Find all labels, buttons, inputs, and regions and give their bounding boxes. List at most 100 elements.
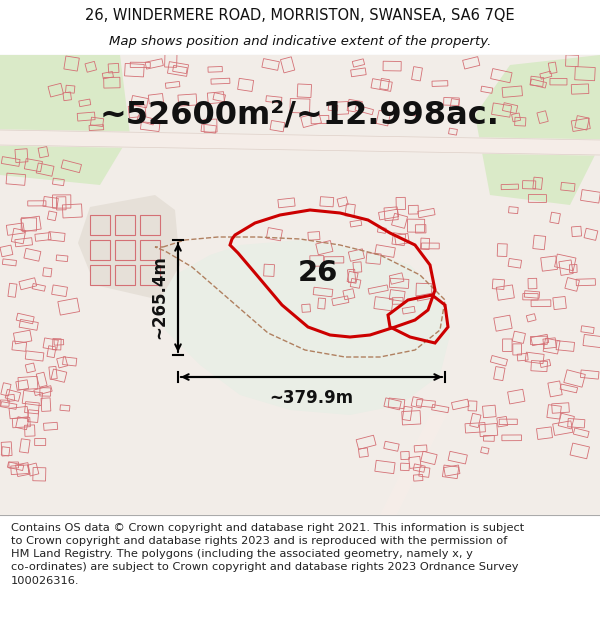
Bar [21,216,41,232]
Bar [1,447,10,456]
Bar [371,79,392,91]
Bar [9,406,28,419]
Bar [581,189,600,203]
Bar [491,103,512,118]
Bar [56,357,68,368]
Bar [47,346,56,358]
Bar [9,462,19,468]
Bar [320,197,334,207]
Bar [484,436,494,441]
Bar [62,204,82,218]
Bar [583,334,600,348]
Bar [25,402,39,414]
Text: Map shows position and indicative extent of the property.: Map shows position and indicative extent… [109,35,491,48]
Bar [548,381,562,397]
Bar [400,463,409,471]
Bar [565,278,580,291]
Bar [418,208,435,217]
Bar [310,256,324,266]
Bar [497,416,508,427]
Bar [43,196,58,208]
Bar [350,279,361,288]
Bar [297,84,311,98]
Bar [517,353,528,361]
Bar [49,366,57,379]
Polygon shape [78,195,180,300]
Bar [515,118,526,126]
Bar [358,448,368,458]
Bar [1,382,11,396]
Bar [432,81,448,86]
Bar [465,422,485,433]
Bar [345,204,355,217]
Bar [481,86,493,93]
Bar [389,289,405,301]
Bar [482,405,496,418]
Bar [11,465,29,474]
Bar [16,417,29,430]
Bar [89,124,104,131]
Bar [375,461,395,474]
Bar [560,384,578,393]
Bar [384,441,399,451]
Bar [392,232,406,246]
Bar [503,339,512,351]
Bar [28,410,39,422]
Bar [56,255,68,262]
Bar [528,278,537,289]
Bar [32,284,46,291]
Bar [413,464,425,472]
Bar [356,435,376,449]
Bar [35,232,51,241]
Bar [125,63,144,77]
Bar [1,442,12,456]
Bar [407,104,417,116]
Bar [533,235,545,250]
Bar [1,402,17,409]
Bar [421,243,439,249]
Bar [392,298,403,304]
Bar [571,84,589,94]
Bar [355,105,374,115]
Bar [553,421,573,436]
Bar [451,399,469,410]
Bar [352,59,365,67]
Bar [571,118,590,131]
Bar [350,68,366,77]
Bar [572,226,581,237]
Bar [448,451,467,464]
Bar [374,297,393,311]
Bar [401,451,409,459]
Bar [25,363,35,372]
Bar [270,121,285,132]
Bar [416,399,436,408]
Bar [513,344,521,355]
Bar [366,253,381,264]
Bar [570,443,589,459]
Bar [388,398,405,409]
Bar [302,304,310,312]
Bar [52,285,67,297]
Bar [48,232,65,242]
Bar [337,197,348,207]
Bar [324,257,344,263]
Bar [508,389,525,404]
Bar [266,96,282,103]
Bar [368,285,388,294]
Text: 26, WINDERMERE ROAD, MORRISTON, SWANSEA, SA6 7QE: 26, WINDERMERE ROAD, MORRISTON, SWANSEA,… [85,8,515,23]
Bar [166,81,180,88]
Bar [543,338,560,354]
Bar [115,265,135,285]
Bar [547,404,562,419]
Bar [90,240,110,260]
Bar [79,99,91,107]
Bar [537,111,548,124]
Bar [164,53,177,68]
Bar [560,182,575,191]
Bar [512,331,526,343]
Bar [502,86,523,98]
Bar [501,184,518,189]
Bar [541,256,557,271]
Bar [148,94,164,104]
Bar [411,397,423,408]
